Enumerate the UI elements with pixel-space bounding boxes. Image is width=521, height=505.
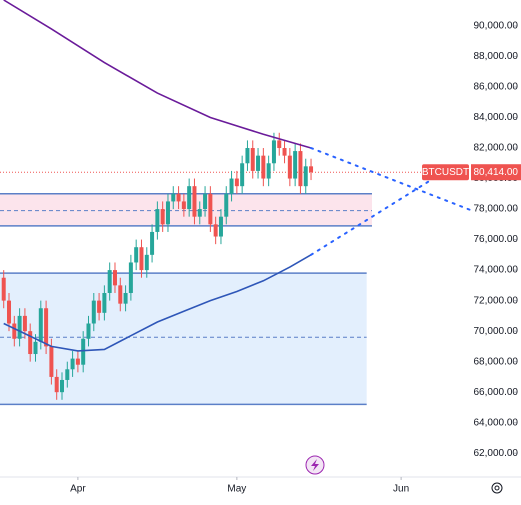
candle-body: [144, 254, 149, 271]
symbol-label: BTCUSDT: [422, 167, 469, 178]
candle-body: [203, 193, 208, 210]
candle-body: [208, 193, 213, 225]
candle-body: [70, 358, 75, 370]
lightning: [311, 459, 319, 471]
y-tick-label: 82,000.00: [474, 143, 519, 154]
candle-body: [33, 341, 38, 355]
candle-body: [118, 285, 123, 304]
y-tick-label: 70,000.00: [474, 326, 519, 337]
y-tick-label: 90,000.00: [474, 21, 519, 32]
price-label: 80,414.00: [474, 167, 519, 178]
x-tick-label: Jun: [393, 484, 409, 495]
candle-body: [1, 277, 6, 301]
y-tick-label: 84,000.00: [474, 112, 519, 123]
candle-body: [59, 379, 64, 393]
candle-body: [224, 193, 229, 217]
candle-body: [54, 376, 59, 393]
candle-body: [123, 292, 128, 304]
candle-body: [150, 231, 155, 255]
candle-body: [155, 209, 160, 232]
y-tick-label: 86,000.00: [474, 82, 519, 93]
candle-body: [86, 323, 91, 339]
candle-body: [17, 315, 22, 339]
candle-body: [134, 247, 139, 263]
candle-body: [176, 193, 181, 202]
candle-body: [102, 292, 107, 313]
settings-icon[interactable]: [491, 482, 503, 494]
candle-body: [160, 209, 165, 225]
candle-body: [65, 369, 70, 380]
candle-body: [287, 155, 292, 179]
candle-body: [245, 148, 250, 164]
candle-body: [234, 178, 239, 187]
candle-body: [298, 151, 303, 187]
candle-body: [187, 186, 192, 210]
candle-body: [44, 308, 49, 347]
candle-body: [38, 308, 43, 342]
candle-body: [197, 209, 202, 217]
candle-body: [192, 186, 197, 217]
trendline-extension: [310, 174, 440, 256]
candle-body: [97, 300, 102, 313]
y-tick-label: 66,000.00: [474, 387, 519, 398]
candle-body: [165, 201, 170, 225]
gear[interactable]: [491, 482, 503, 494]
candle-body: [218, 216, 223, 237]
candle-body: [139, 247, 144, 271]
candle-body: [128, 262, 133, 293]
candle-body: [282, 148, 287, 156]
y-tick-label: 76,000.00: [474, 234, 519, 245]
candle-body: [7, 300, 12, 324]
y-tick-label: 88,000.00: [474, 51, 519, 62]
candle-body: [213, 224, 218, 237]
x-tick-label: Apr: [70, 484, 86, 495]
candle-body: [28, 331, 33, 355]
y-tick-label: 64,000.00: [474, 417, 519, 428]
candle-body: [49, 346, 54, 377]
candle-body: [309, 166, 314, 173]
y-tick-label: 62,000.00: [474, 448, 519, 459]
y-tick-label: 68,000.00: [474, 356, 519, 367]
moving-average: [3, 0, 312, 149]
candle-body: [91, 300, 96, 324]
candle-body: [277, 140, 282, 149]
x-tick-label: May: [227, 484, 246, 495]
candle-body: [107, 270, 112, 293]
y-tick-label: 72,000.00: [474, 295, 519, 306]
lightning-icon[interactable]: [305, 455, 325, 475]
candle-body: [266, 163, 271, 179]
candle-body: [112, 270, 117, 286]
candle-body: [303, 166, 308, 187]
candle-body: [22, 315, 27, 332]
candle-body: [171, 193, 176, 202]
candle-body: [250, 148, 255, 171]
candle-body: [240, 163, 245, 187]
moving-average: [3, 254, 312, 352]
candle-body: [12, 323, 17, 339]
zone: [0, 193, 372, 226]
candle-body: [181, 201, 186, 210]
candle-body: [229, 178, 234, 194]
symbol-tag: [422, 164, 469, 181]
plot: [0, 0, 471, 406]
candle-body: [293, 151, 298, 179]
candle-body: [271, 140, 276, 164]
gear-center: [494, 485, 500, 491]
y-tick-label: 78,000.00: [474, 204, 519, 215]
candle-body: [256, 155, 261, 171]
price-tag: [471, 164, 521, 181]
candle-body: [81, 338, 86, 365]
candle-body: [261, 155, 266, 179]
candle-body: [75, 358, 80, 365]
y-tick-label: 74,000.00: [474, 265, 519, 276]
